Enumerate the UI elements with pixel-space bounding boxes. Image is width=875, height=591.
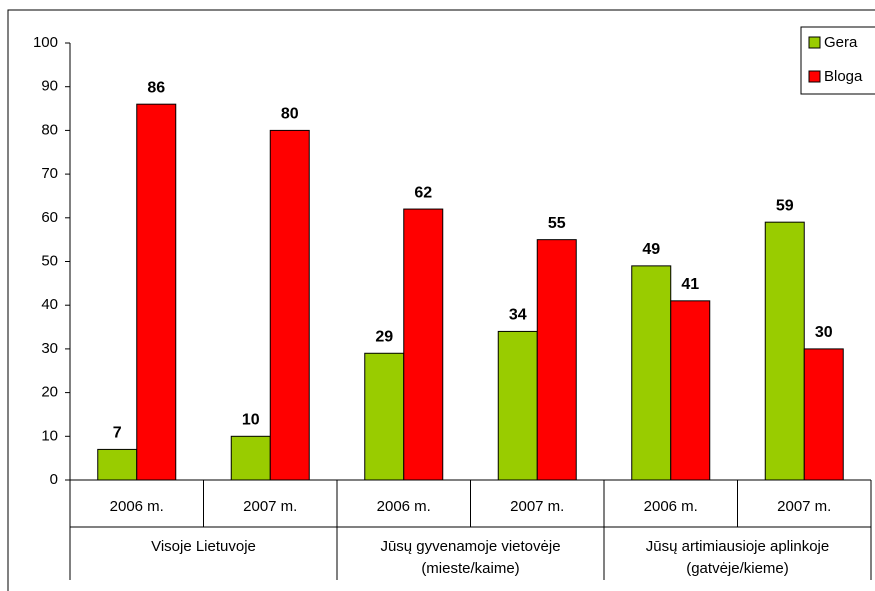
bar	[670, 300, 711, 481]
y-tick-label: 70	[41, 165, 58, 182]
value-label: 41	[681, 276, 699, 293]
bar	[269, 129, 310, 481]
y-tick-label: 90	[41, 78, 58, 95]
bar	[631, 265, 672, 481]
x-tick-label: 2006 m.	[644, 498, 698, 515]
x-tick-label: 2007 m.	[243, 498, 297, 515]
value-label: 29	[375, 328, 393, 345]
y-tick-label: 30	[41, 340, 58, 357]
bar	[364, 352, 405, 481]
legend-swatch	[808, 70, 821, 83]
y-tick-label: 80	[41, 121, 58, 138]
legend-label: Bloga	[824, 68, 863, 85]
bar	[803, 348, 844, 481]
legend-swatch	[808, 36, 821, 49]
y-tick-label: 20	[41, 384, 58, 401]
x-tick-label: 2006 m.	[110, 498, 164, 515]
y-tick-label: 100	[33, 34, 58, 51]
y-tick-label: 50	[41, 252, 58, 269]
legend-label: Gera	[824, 34, 858, 51]
value-label: 80	[281, 106, 299, 123]
group-label: Jūsų artimiausioje aplinkoje	[646, 538, 829, 555]
bar	[230, 435, 271, 481]
bar	[403, 208, 444, 481]
x-tick-label: 2007 m.	[777, 498, 831, 515]
group-label: (gatvėje/kieme)	[686, 560, 789, 577]
value-label: 59	[776, 197, 794, 214]
value-label: 10	[242, 412, 260, 429]
y-tick-label: 60	[41, 209, 58, 226]
x-tick-label: 2007 m.	[510, 498, 564, 515]
y-tick-label: 10	[41, 427, 58, 444]
group-label: Visoje Lietuvoje	[151, 538, 256, 555]
value-label: 34	[509, 307, 527, 324]
y-tick-label: 0	[50, 471, 58, 488]
group-label: Jūsų gyvenamoje vietovėje	[380, 538, 560, 555]
group-label: (mieste/kaime)	[421, 560, 519, 577]
value-label: 7	[113, 425, 122, 442]
bar	[136, 103, 177, 481]
value-label: 49	[642, 241, 660, 258]
bar	[497, 330, 538, 481]
x-tick-label: 2006 m.	[377, 498, 431, 515]
value-label: 30	[815, 324, 833, 341]
y-tick-label: 40	[41, 296, 58, 313]
bar	[97, 448, 138, 481]
value-label: 62	[414, 184, 432, 201]
value-label: 86	[147, 79, 165, 96]
bar	[536, 239, 577, 481]
bar	[764, 221, 805, 481]
value-label: 55	[548, 215, 566, 232]
